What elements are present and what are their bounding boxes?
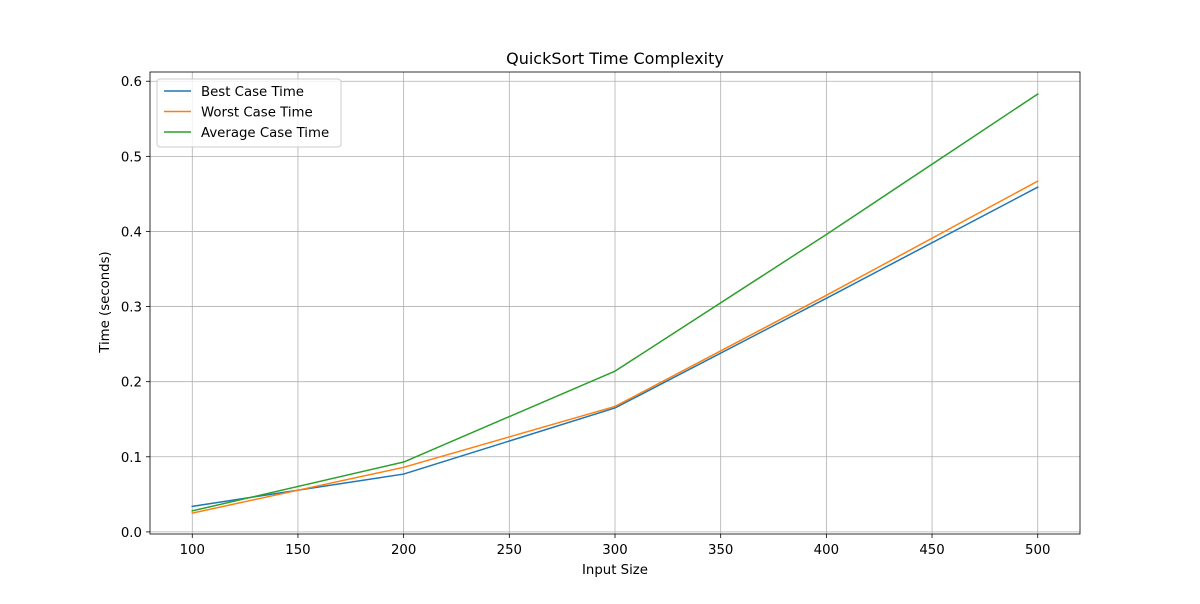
legend-label-best-case-time: Best Case Time: [201, 85, 304, 100]
series-line-best-case-time: [191, 186, 1039, 508]
y-tick-label: 0.5: [121, 150, 142, 165]
x-tick-label: 100: [180, 543, 205, 558]
series-layer: [191, 92, 1039, 515]
series-line-average-case-time: [191, 92, 1039, 512]
y-tick-label: 0.0: [121, 526, 142, 541]
x-tick-label: 350: [708, 543, 733, 558]
y-tick-label: 0.2: [121, 376, 142, 391]
legend-label-average-case-time: Average Case Time: [201, 126, 329, 141]
x-axis-label: Input Size: [582, 563, 648, 578]
y-tick-label: 0.1: [121, 451, 142, 466]
legend: Best Case Time Worst Case Time Average Cas…: [156, 78, 342, 148]
x-tick-label: 300: [602, 543, 627, 558]
y-tick-label: 0.6: [121, 75, 142, 90]
y-tick-label: 0.3: [121, 301, 142, 316]
y-tick-label: 0.4: [121, 225, 142, 240]
y-axis-label: Time (seconds): [98, 251, 113, 354]
x-tick-label: 450: [919, 543, 944, 558]
x-tick-label: 200: [391, 543, 416, 558]
chart-title: QuickSort Time Complexity: [506, 49, 724, 68]
legend-label-worst-case-time: Worst Case Time: [201, 106, 313, 121]
legend-box: [156, 78, 342, 148]
x-tick-label: 500: [1025, 543, 1050, 558]
x-tick-label: 250: [497, 543, 522, 558]
series-line-worst-case-time: [191, 180, 1039, 515]
x-tick-label: 400: [814, 543, 839, 558]
axes-layer: 100 150 200 250 300 350 400 450 500 0.0 0.1 0.2 0.3 0…: [121, 71, 1081, 558]
x-tick-label: 150: [285, 543, 310, 558]
plot-frame: [149, 71, 1081, 535]
